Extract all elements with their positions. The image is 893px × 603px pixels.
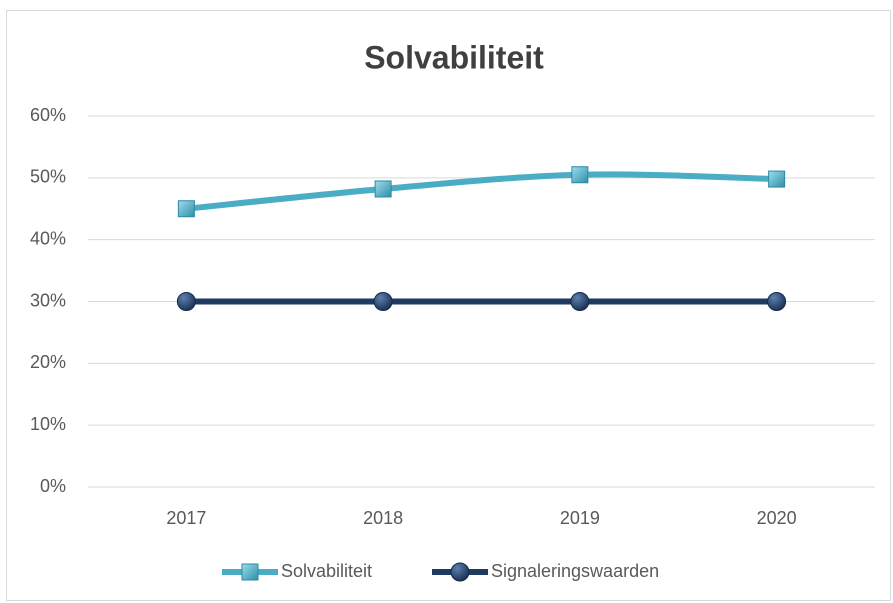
data-point — [373, 292, 393, 311]
chart-border — [6, 10, 891, 601]
legend-marker — [241, 563, 259, 581]
x-tick-label: 2019 — [560, 508, 600, 528]
series-line — [183, 171, 780, 212]
x-tick-label: 2018 — [363, 508, 403, 528]
y-tick-label: 50% — [30, 167, 66, 187]
y-tick-label: 0% — [40, 476, 66, 496]
y-tick-label: 10% — [30, 414, 66, 434]
y-tick-label: 40% — [30, 228, 66, 248]
data-point — [177, 200, 195, 218]
data-point — [571, 166, 589, 184]
data-point — [767, 292, 787, 311]
x-tick-label: 2017 — [166, 508, 206, 528]
legend-label: Signaleringswaarden — [491, 561, 659, 581]
legend-label: Solvabiliteit — [281, 561, 372, 581]
legend-marker — [450, 562, 470, 582]
data-point — [570, 292, 590, 311]
y-tick-label: 60% — [30, 105, 66, 125]
y-tick-label: 20% — [30, 352, 66, 372]
data-point — [176, 292, 196, 311]
chart-title: Solvabiliteit — [364, 39, 544, 75]
data-point — [768, 170, 786, 188]
data-point — [374, 180, 392, 198]
y-tick-label: 30% — [30, 290, 66, 310]
x-tick-label: 2020 — [757, 508, 797, 528]
